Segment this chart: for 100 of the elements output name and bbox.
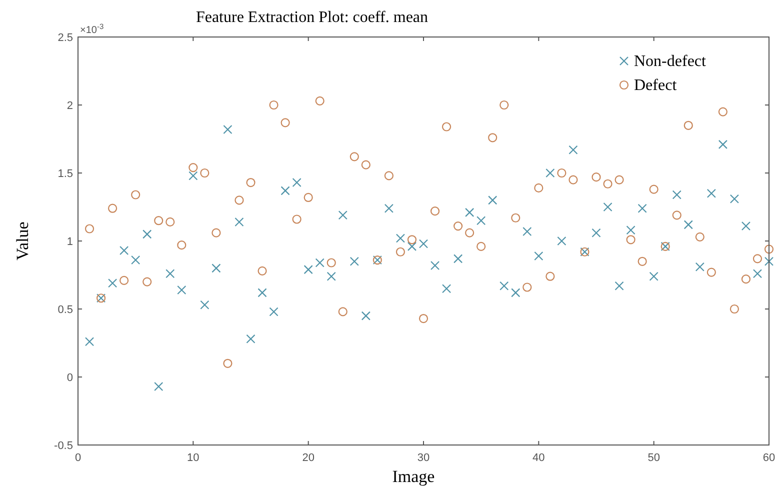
- point: [338, 210, 348, 220]
- point: [350, 256, 359, 266]
- point: [188, 171, 198, 180]
- point: [764, 244, 774, 254]
- point: [166, 217, 175, 227]
- point: [522, 226, 532, 236]
- y-tick-label: 2.5: [58, 32, 73, 44]
- point: [638, 256, 647, 266]
- point: [384, 171, 394, 180]
- point: [246, 334, 256, 344]
- point: [177, 285, 186, 295]
- x-axis-title: Image: [392, 467, 435, 486]
- point: [142, 277, 152, 286]
- point: [223, 358, 232, 368]
- point: [269, 100, 278, 110]
- point: [614, 175, 624, 184]
- x-tick-label: 20: [302, 452, 314, 464]
- point: [568, 175, 578, 184]
- point: [304, 265, 313, 274]
- point: [626, 226, 636, 235]
- legend-label: Non-defect: [634, 53, 707, 70]
- point: [752, 254, 762, 264]
- x-tick-label: 50: [648, 452, 660, 464]
- chart-title: Feature Extraction Plot: coeff. mean: [196, 9, 428, 26]
- point: [500, 100, 509, 110]
- point: [649, 272, 658, 281]
- point: [454, 221, 463, 231]
- point: [407, 235, 417, 244]
- point: [430, 260, 440, 270]
- point: [603, 202, 612, 212]
- point: [280, 186, 290, 196]
- point: [304, 192, 313, 202]
- point: [500, 281, 509, 290]
- point: [418, 314, 428, 324]
- point: [741, 274, 751, 284]
- x-tick-label: 40: [532, 452, 545, 464]
- point: [407, 242, 417, 251]
- point: [465, 228, 474, 238]
- point: [626, 235, 636, 244]
- point: [200, 168, 210, 178]
- point: [454, 254, 463, 264]
- point: [546, 168, 555, 178]
- point: [465, 208, 474, 217]
- point: [384, 204, 394, 213]
- point: [258, 288, 267, 298]
- point: [396, 247, 406, 256]
- point: [592, 172, 601, 182]
- point: [142, 230, 152, 239]
- point: [418, 239, 428, 248]
- point: [326, 272, 336, 281]
- point: [177, 240, 186, 250]
- point: [326, 258, 336, 268]
- y-tick-label: 1: [66, 236, 73, 248]
- point: [534, 251, 544, 261]
- point: [120, 276, 129, 285]
- point: [511, 213, 520, 222]
- y-tick-label: 1.5: [58, 168, 73, 180]
- point: [442, 284, 452, 294]
- point: [672, 190, 682, 200]
- point: [638, 204, 647, 213]
- y-tick-label: -0.5: [54, 440, 73, 452]
- point: [752, 269, 762, 278]
- point: [131, 255, 140, 265]
- point: [568, 145, 578, 154]
- point: [741, 221, 751, 231]
- point: [684, 120, 693, 130]
- y-tick-label: 0.5: [58, 304, 73, 316]
- point: [188, 163, 198, 172]
- point: [223, 124, 232, 134]
- y-tick-label: 0: [66, 372, 73, 384]
- point: [476, 242, 486, 251]
- point: [546, 272, 555, 281]
- point: [684, 220, 693, 230]
- point: [592, 228, 601, 238]
- point: [234, 217, 244, 227]
- point: [234, 196, 244, 205]
- x-tick-label: 0: [74, 452, 82, 464]
- point: [154, 216, 164, 226]
- point: [338, 307, 348, 316]
- point: [292, 178, 302, 188]
- y-axis-title: Value: [13, 222, 32, 260]
- point: [120, 246, 129, 256]
- y-tick-label: 2: [66, 100, 73, 112]
- point: [695, 262, 704, 272]
- legend-label: Defect: [634, 77, 678, 94]
- point: [706, 188, 716, 198]
- point: [84, 224, 94, 234]
- point: [488, 196, 498, 205]
- point: [649, 184, 658, 194]
- point: [557, 236, 566, 246]
- point: [430, 206, 440, 216]
- point: [695, 232, 704, 242]
- point: [350, 152, 359, 162]
- x-tick-label: 30: [417, 452, 430, 464]
- point: [212, 228, 221, 238]
- point: [522, 282, 532, 292]
- point: [200, 300, 210, 310]
- point: [672, 210, 682, 220]
- point: [396, 234, 406, 243]
- point: [511, 288, 520, 298]
